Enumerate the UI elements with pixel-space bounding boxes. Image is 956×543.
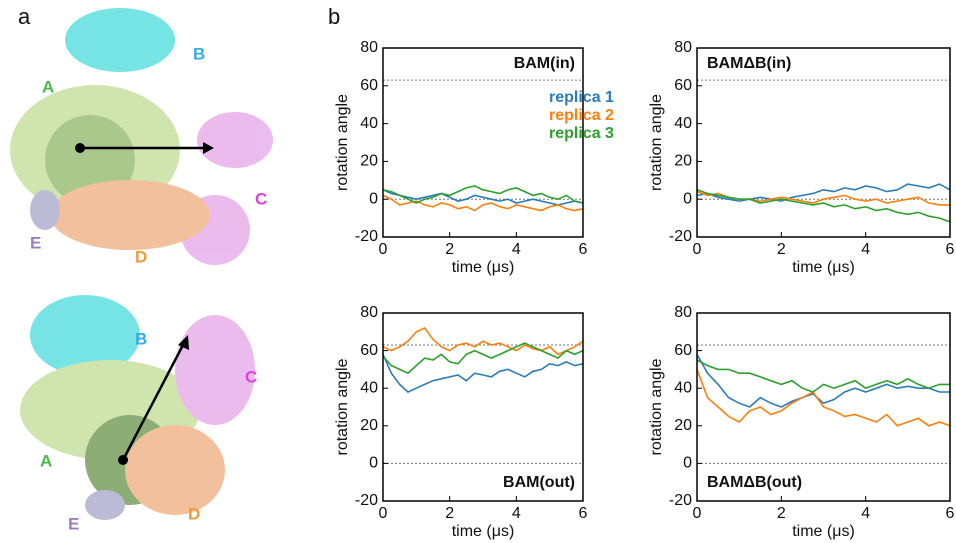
series-line: [382, 189, 584, 206]
x-tick-label: 6: [579, 241, 588, 258]
panel-label: a: [18, 4, 31, 29]
x-axis-label: time (μs): [452, 523, 515, 540]
chart-title: BAM(in): [514, 55, 575, 72]
y-tick-label: 80: [674, 39, 692, 56]
y-tick-label: 80: [360, 39, 378, 56]
domain-label: B: [135, 329, 147, 348]
domain-label: A: [40, 451, 52, 470]
series-line: [696, 369, 951, 427]
plot-frame: [382, 312, 584, 502]
x-tick-label: 0: [379, 505, 388, 522]
x-tick-label: 2: [445, 241, 454, 258]
x-tick-label: 2: [777, 241, 786, 258]
x-tick-label: 0: [693, 241, 702, 258]
y-tick-label: -20: [355, 492, 378, 509]
pivot: [75, 143, 85, 153]
arrow: [121, 344, 185, 461]
arrow-head: [203, 142, 214, 154]
y-tick-label: 0: [369, 455, 378, 472]
series-line: [696, 354, 950, 408]
x-tick-label: 0: [693, 505, 702, 522]
series-line: [696, 189, 951, 223]
y-tick-label: 40: [360, 115, 378, 132]
x-tick-label: 2: [777, 505, 786, 522]
y-tick-label: 80: [674, 304, 692, 321]
domain-label: B: [193, 44, 205, 63]
y-axis-label: rotation angle: [334, 94, 351, 191]
y-tick-label: 40: [674, 115, 692, 132]
y-tick-label: 60: [360, 342, 378, 359]
series-line: [382, 185, 584, 204]
series-line: [696, 359, 950, 393]
y-tick-label: 20: [360, 417, 378, 434]
x-tick-label: 4: [861, 505, 870, 522]
y-tick-label: 40: [360, 379, 378, 396]
y-tick-label: 0: [683, 455, 692, 472]
x-tick-label: 6: [579, 505, 588, 522]
series-line: [382, 327, 584, 356]
plot-frame: [696, 47, 951, 238]
y-axis-label: rotation angle: [648, 94, 665, 191]
y-tick-label: -20: [669, 492, 692, 509]
y-tick-label: 0: [369, 190, 378, 207]
protein-structure-top: [10, 8, 273, 265]
y-tick-label: -20: [355, 228, 378, 245]
x-tick-label: 6: [946, 505, 955, 522]
plot-frame: [382, 47, 584, 238]
y-tick-label: 60: [360, 77, 378, 94]
domain-label: C: [255, 189, 267, 208]
x-tick-label: 0: [379, 241, 388, 258]
legend-entry: replica 3: [549, 125, 614, 142]
legend-entry: replica 2: [549, 107, 614, 124]
domain-label: C: [245, 367, 257, 386]
y-tick-label: 80: [360, 304, 378, 321]
y-tick-label: 20: [674, 417, 692, 434]
chart-title: BAMΔB(in): [707, 55, 791, 72]
series-line: [382, 342, 584, 375]
chart-title: BAM(out): [503, 474, 575, 491]
y-tick-label: 20: [360, 153, 378, 170]
y-axis-label: rotation angle: [334, 358, 351, 455]
y-tick-label: 40: [674, 379, 692, 396]
x-axis-label: time (μs): [792, 523, 855, 540]
protein-structure-bottom: [20, 295, 255, 520]
x-tick-label: 4: [512, 505, 521, 522]
series-line: [696, 183, 951, 202]
chart-title: BAMΔB(out): [707, 474, 802, 491]
y-tick-label: 60: [674, 342, 692, 359]
legend-entry: replica 1: [549, 89, 614, 106]
domain-label: E: [68, 514, 79, 533]
domain-label: E: [30, 233, 41, 252]
y-axis-label: rotation angle: [648, 358, 665, 455]
domain-label: A: [42, 77, 54, 96]
plot-frame: [696, 312, 951, 502]
panel-label: b: [328, 4, 340, 29]
x-tick-label: 4: [512, 241, 521, 258]
domain-label: D: [188, 504, 200, 523]
x-tick-label: 6: [946, 241, 955, 258]
y-tick-label: 0: [683, 190, 692, 207]
y-tick-label: 20: [674, 153, 692, 170]
domain-label: D: [135, 247, 147, 266]
x-tick-label: 2: [445, 505, 454, 522]
x-tick-label: 4: [861, 241, 870, 258]
series-line: [382, 194, 584, 212]
pivot: [118, 455, 128, 465]
y-tick-label: -20: [669, 228, 692, 245]
x-axis-label: time (μs): [792, 259, 855, 276]
x-axis-label: time (μs): [452, 259, 515, 276]
arrow-head: [178, 335, 189, 350]
series-line: [382, 354, 584, 393]
y-tick-label: 60: [674, 77, 692, 94]
